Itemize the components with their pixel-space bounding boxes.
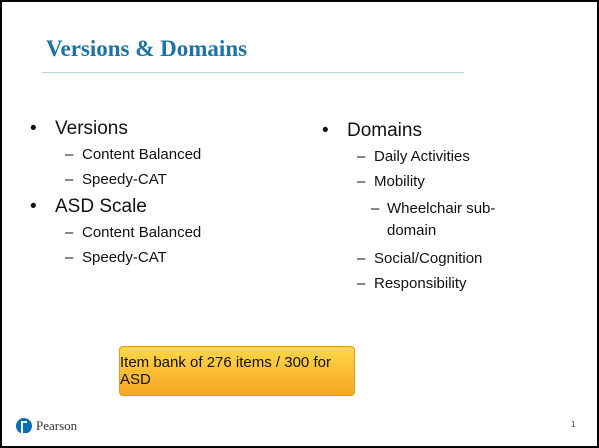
page-number: 1: [571, 420, 576, 429]
pearson-logo: [16, 418, 32, 435]
sub-sub-bullet: Wheelchair sub-domain: [322, 198, 507, 242]
footer-brand: Pearson: [36, 418, 78, 433]
sub-bullet: Responsibility: [322, 275, 582, 292]
right-column: Domains Daily Activities Mobility Wheelchai…: [322, 120, 582, 300]
bullet: Domains: [322, 120, 582, 142]
sub-bullet: Content Balanced: [30, 224, 290, 241]
sub-bullet: Speedy-CAT: [30, 171, 290, 188]
callout-box: Item bank of 276 items / 300 for ASD: [119, 346, 355, 396]
title-rule: [42, 72, 464, 73]
slide-title: Versions & Domains: [46, 36, 248, 61]
left-column: Versions Content Balanced Speedy-CAT ASD Sc…: [30, 118, 290, 274]
sub-bullet: Daily Activities: [322, 148, 582, 165]
sub-bullet: Mobility: [322, 173, 582, 190]
bullet: ASD Scale: [30, 196, 290, 218]
sub-bullet: Social/Cognition: [322, 250, 582, 267]
sub-bullet: Speedy-CAT: [30, 249, 290, 266]
bullet: Versions: [30, 118, 290, 140]
sub-bullet: Content Balanced: [30, 146, 290, 163]
